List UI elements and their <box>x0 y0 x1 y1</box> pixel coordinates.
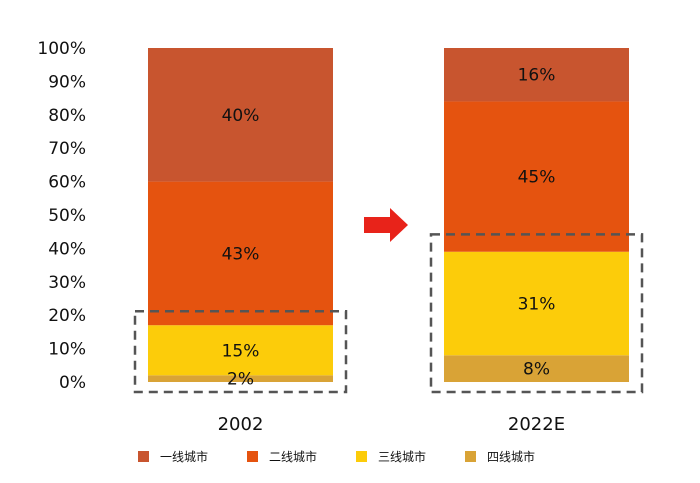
y-tick-label: 50% <box>48 206 86 226</box>
y-tick-label: 80% <box>48 106 86 126</box>
y-tick-label: 60% <box>48 173 86 193</box>
y-tick-label: 0% <box>59 373 86 393</box>
bar-segment <box>444 251 629 356</box>
y-tick-label: 40% <box>48 239 86 259</box>
right-arrow-icon <box>364 208 408 242</box>
category-label: 2022E <box>508 414 565 435</box>
bar-segment <box>444 48 629 102</box>
y-tick-label: 30% <box>48 273 86 293</box>
bar-segment <box>444 355 629 382</box>
legend-label: 四线城市 <box>487 449 535 464</box>
bar-segment <box>148 325 333 376</box>
bars <box>148 48 629 382</box>
data-label: 43% <box>222 244 260 264</box>
data-labels: 2% 15% 43% 40% 8% 31% 45% 16% <box>222 66 556 390</box>
data-label: 8% <box>523 360 550 380</box>
highlight-box <box>429 233 644 394</box>
data-label: 16% <box>518 66 556 86</box>
y-tick-label: 100% <box>37 39 86 59</box>
bar-segment <box>148 181 333 326</box>
data-label: 15% <box>222 341 260 361</box>
highlight-box <box>133 309 348 394</box>
arrow-icon <box>364 208 408 242</box>
legend-label: 一线城市 <box>160 449 208 464</box>
bar-segment <box>444 101 629 252</box>
y-axis: 0% 10% 20% 30% 40% 50% 60% 70% 80% 90% 100% <box>37 39 86 393</box>
legend: 一线城市 二线城市 三线城市 四线城市 <box>138 449 535 464</box>
bar-segment <box>148 48 333 182</box>
data-label: 45% <box>518 168 556 188</box>
bar-segment <box>148 375 333 382</box>
data-label: 2% <box>227 370 254 390</box>
y-tick-label: 70% <box>48 139 86 159</box>
data-label: 31% <box>518 295 556 315</box>
legend-label: 二线城市 <box>269 449 317 464</box>
legend-swatch <box>356 451 367 462</box>
x-axis: 2002 2022E <box>218 414 566 435</box>
legend-swatch <box>247 451 258 462</box>
y-tick-label: 10% <box>48 340 86 360</box>
highlight-boxes <box>133 233 644 394</box>
legend-label: 三线城市 <box>378 449 426 464</box>
category-label: 2002 <box>218 414 264 435</box>
y-tick-label: 90% <box>48 72 86 92</box>
y-tick-label: 20% <box>48 306 86 326</box>
legend-swatch <box>465 451 476 462</box>
data-label: 40% <box>222 106 260 126</box>
legend-swatch <box>138 451 149 462</box>
